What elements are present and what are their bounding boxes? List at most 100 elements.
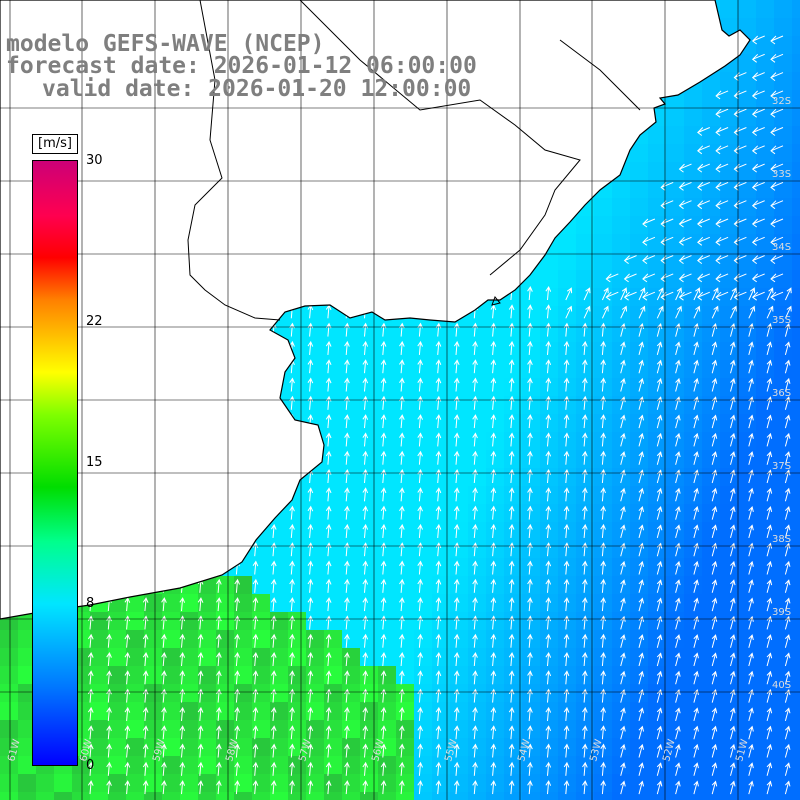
wind-arrow: [751, 90, 765, 100]
wind-arrow: [399, 597, 405, 612]
wind-cell: [504, 792, 523, 800]
wind-arrow: [380, 706, 387, 721]
wind-cell: [738, 504, 757, 523]
wind-arrow: [362, 450, 369, 465]
wind-cell: [360, 396, 379, 415]
wind-arrow: [638, 634, 645, 648]
wind-cell: [288, 720, 307, 739]
wind-arrow: [748, 780, 754, 795]
wind-arrow: [472, 725, 478, 740]
wind-arrow: [770, 72, 784, 81]
wind-arrow: [252, 670, 259, 685]
wind-arrow: [715, 200, 729, 210]
wind-arrow: [582, 560, 588, 575]
wind-arrow: [748, 743, 754, 758]
wind-arrow: [675, 670, 681, 685]
wind-cell: [702, 324, 721, 343]
wind-cell: [630, 792, 649, 800]
wind-arrow: [399, 652, 405, 667]
wind-arrow: [675, 506, 681, 520]
wind-arrow: [362, 523, 369, 538]
wind-arrow: [325, 450, 332, 465]
wind-arrow: [660, 291, 674, 301]
wind-arrow: [545, 286, 552, 301]
wind-cell: [702, 504, 721, 523]
wind-cell: [648, 144, 667, 163]
wind-arrow: [545, 340, 552, 355]
wind-cell: [216, 720, 235, 739]
wind-cell: [612, 648, 631, 667]
wind-arrow: [675, 707, 681, 722]
wind-arrow: [784, 780, 791, 795]
wind-arrow: [766, 359, 773, 374]
wind-cell: [522, 792, 541, 800]
wind-cell: [432, 648, 451, 667]
wind-cell: [558, 504, 577, 523]
wind-cell: [108, 720, 127, 739]
wind-arrow: [325, 761, 332, 776]
wind-cell: [342, 558, 361, 577]
wind-arrow: [784, 506, 791, 520]
wind-arrow: [766, 597, 773, 612]
wind-arrow: [344, 432, 350, 447]
wind-cell: [774, 792, 793, 800]
wind-arrow: [563, 670, 570, 685]
wind-cell: [702, 414, 721, 433]
wind-cell: [720, 180, 739, 199]
wind-cell: [270, 702, 289, 721]
wind-cell: [756, 666, 775, 685]
wind-cell: [324, 774, 343, 793]
wind-arrow: [766, 377, 773, 392]
wind-cell: [576, 396, 595, 415]
wind-cell: [450, 738, 469, 757]
wind-cell: [576, 234, 595, 253]
wind-arrow: [697, 127, 710, 136]
wind-cell: [378, 666, 397, 685]
wind-cell: [18, 702, 37, 721]
wind-arrow: [179, 743, 186, 758]
wind-cell: [558, 324, 577, 343]
wind-cell: [612, 504, 631, 523]
wind-cell: [648, 234, 667, 253]
wind-cell: [756, 360, 775, 379]
wind-arrow: [527, 505, 533, 520]
wind-arrow: [252, 725, 259, 740]
wind-cell: [774, 216, 793, 235]
wind-cell: [540, 270, 559, 289]
wind-cell: [738, 486, 757, 505]
wind-arrow: [678, 181, 692, 191]
wind-cell: [468, 342, 487, 361]
wind-arrow: [770, 273, 784, 283]
wind-arrow: [582, 743, 588, 758]
wind-cell: [558, 378, 577, 397]
wind-cell: [252, 720, 271, 739]
wind-arrow: [784, 359, 791, 374]
wind-cell: [756, 126, 775, 145]
wind-arrow: [711, 377, 718, 392]
wind-arrow: [453, 743, 460, 758]
wind-cell: [360, 342, 379, 361]
wind-cell: [432, 684, 451, 703]
wind-arrow: [751, 53, 765, 63]
wind-cell: [774, 180, 793, 199]
wind-arrow: [362, 780, 369, 795]
wind-cell: [666, 270, 685, 289]
wind-cell: [90, 756, 109, 775]
wind-arrow: [600, 340, 606, 355]
wind-arrow: [179, 633, 186, 648]
wind-arrow: [380, 523, 387, 538]
wind-cell: [702, 666, 721, 685]
wind-cell: [180, 792, 199, 800]
wind-cell: [756, 0, 775, 19]
wind-cell: [558, 666, 577, 685]
wind-arrow: [453, 414, 460, 429]
wind-arrow: [161, 743, 167, 758]
wind-arrow: [179, 725, 186, 740]
wind-cell: [558, 594, 577, 613]
wind-arrow: [197, 633, 204, 648]
wind-cell: [648, 558, 667, 577]
wind-arrow: [620, 414, 626, 429]
wind-arrow: [527, 450, 533, 465]
wind-arrow: [784, 725, 791, 740]
wind-arrow: [784, 451, 791, 465]
